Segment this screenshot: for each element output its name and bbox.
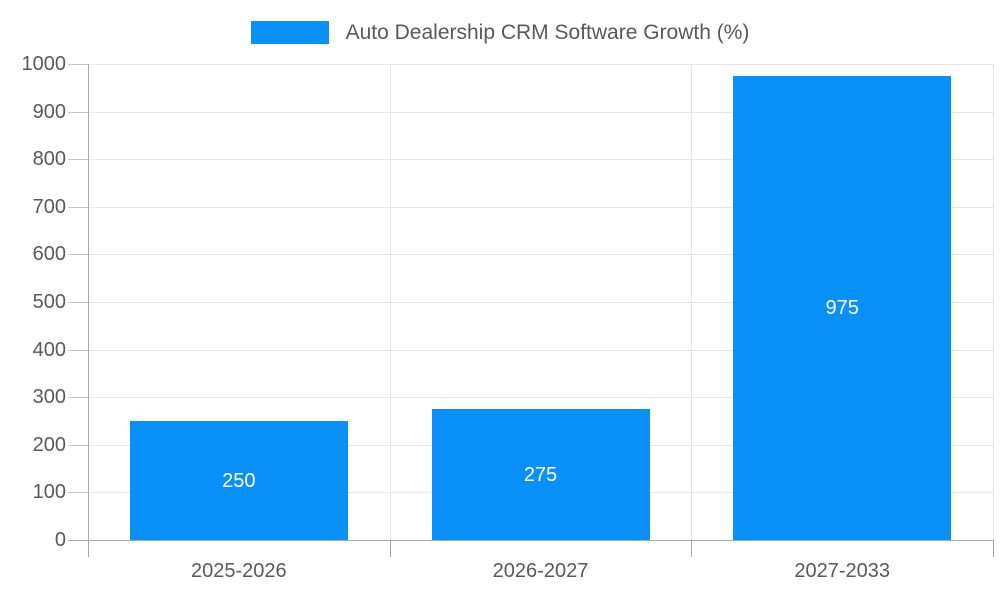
gridline-horizontal <box>88 349 993 351</box>
x-tick-label: 2025-2026 <box>191 560 287 582</box>
gridline-horizontal <box>88 206 993 208</box>
y-axis-tick <box>68 254 88 256</box>
y-tick-label: 800 <box>32 148 66 171</box>
gridline-horizontal <box>88 397 993 399</box>
y-tick-label: 100 <box>32 481 66 504</box>
bar: 250 <box>129 421 348 540</box>
y-axis-tick <box>68 159 88 161</box>
x-axis-tick <box>691 540 693 557</box>
y-axis-tick <box>68 206 88 208</box>
y-axis-tick <box>68 302 88 303</box>
y-tick-label: 900 <box>32 100 66 123</box>
y-axis-tick <box>68 444 88 446</box>
y-tick-label: 700 <box>32 195 66 218</box>
y-axis-tick <box>68 349 88 351</box>
bar: 275 <box>431 409 650 540</box>
gridline-horizontal <box>88 64 993 65</box>
plot-area: 250 275 975 <box>88 64 994 540</box>
x-tick-label: 2026-2027 <box>492 560 589 582</box>
gridline-vertical <box>389 64 391 540</box>
y-tick-label: 500 <box>32 291 66 313</box>
gridline-horizontal <box>88 254 993 256</box>
y-axis-tick <box>68 492 88 494</box>
bar-value-label: 975 <box>825 296 859 319</box>
x-axis-line <box>68 540 993 541</box>
bar-value-label: 250 <box>222 469 256 492</box>
y-tick-label: 300 <box>32 386 66 409</box>
y-axis-tick <box>68 111 88 113</box>
gridline-horizontal <box>88 111 993 113</box>
x-axis-tick <box>88 540 89 557</box>
y-axis-line <box>88 64 89 557</box>
y-tick-label: 1000 <box>21 53 67 75</box>
gridline-vertical <box>691 64 693 540</box>
y-axis-tick <box>68 64 88 65</box>
x-axis-tick <box>389 540 391 557</box>
bar-value-label: 275 <box>523 463 558 486</box>
y-tick-label: 600 <box>32 243 66 266</box>
gridline-horizontal <box>88 159 993 161</box>
x-axis-tick <box>993 540 994 557</box>
x-tick-label: 2027-2033 <box>794 560 890 582</box>
legend: Auto Dealership CRM Software Growth (%) <box>0 20 1000 45</box>
y-tick-label: 0 <box>54 529 66 551</box>
legend-swatch <box>250 21 329 44</box>
legend-label: Auto Dealership CRM Software Growth (%) <box>345 21 750 44</box>
gridline-horizontal <box>88 302 993 303</box>
y-axis-tick <box>68 397 88 399</box>
gridline-vertical <box>993 64 994 540</box>
y-tick-label: 200 <box>32 433 66 456</box>
bar: 975 <box>733 75 952 540</box>
y-tick-label: 400 <box>32 338 66 361</box>
